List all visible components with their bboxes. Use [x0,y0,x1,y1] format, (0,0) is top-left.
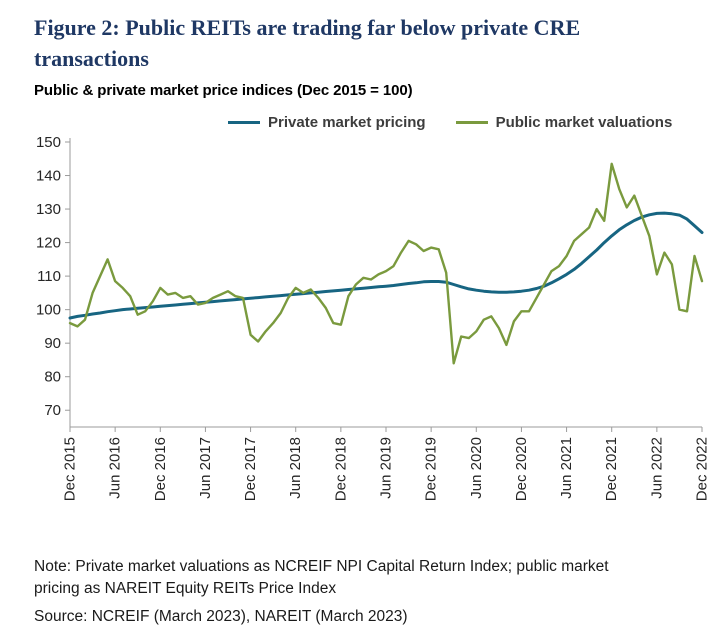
svg-text:120: 120 [36,235,61,252]
legend-label-public: Public market valuations [495,114,673,131]
svg-text:Jun 2022: Jun 2022 [648,437,665,499]
price-index-chart: 70 80 90 100 110 120 130 140 150 Dec 2015 Jun 2016… [36,134,711,501]
legend-item-public: Public market valuations [455,114,673,131]
svg-text:90: 90 [44,335,61,352]
svg-text:130: 130 [36,201,61,218]
figure-title: Figure 2: Public REITs are trading far b… [34,15,581,71]
svg-text:Dec 2016: Dec 2016 [152,437,169,501]
svg-text:Jun 2017: Jun 2017 [197,437,214,499]
public-line-swatch [455,121,488,124]
svg-text:100: 100 [36,302,61,319]
svg-text:70: 70 [44,402,61,419]
figure-source: Source: NCREIF (March 2023), NAREIT (Mar… [34,608,408,625]
svg-text:Jun 2016: Jun 2016 [107,437,124,499]
svg-text:Dec 2018: Dec 2018 [332,437,349,501]
svg-text:Dec 2021: Dec 2021 [603,437,620,501]
svg-text:Dec 2015: Dec 2015 [62,437,79,501]
figure-note: Note: Private market valuations as NCREI… [34,558,609,597]
svg-text:140: 140 [36,168,61,185]
chart-legend: Private market pricing Public market val… [228,114,672,131]
svg-text:Dec 2019: Dec 2019 [423,437,440,501]
svg-text:110: 110 [37,268,61,285]
svg-text:Jun 2020: Jun 2020 [468,437,485,499]
svg-text:Dec 2022: Dec 2022 [694,437,711,501]
svg-text:80: 80 [44,369,61,386]
legend-item-private: Private market pricing [228,114,426,131]
svg-text:150: 150 [36,134,61,151]
svg-text:Jun 2021: Jun 2021 [558,437,575,499]
svg-text:Dec 2017: Dec 2017 [242,437,259,501]
chart-area: 70 80 90 100 110 120 130 140 150 Dec 2015 Jun 2016… [28,134,713,519]
svg-text:Jun 2019: Jun 2019 [378,437,395,499]
svg-text:Jun 2018: Jun 2018 [287,437,304,499]
private-line-swatch [228,121,260,124]
legend-label-private: Private market pricing [268,114,426,131]
svg-text:Dec 2020: Dec 2020 [513,437,530,501]
figure-subtitle: Public & private market price indices (D… [34,82,413,99]
